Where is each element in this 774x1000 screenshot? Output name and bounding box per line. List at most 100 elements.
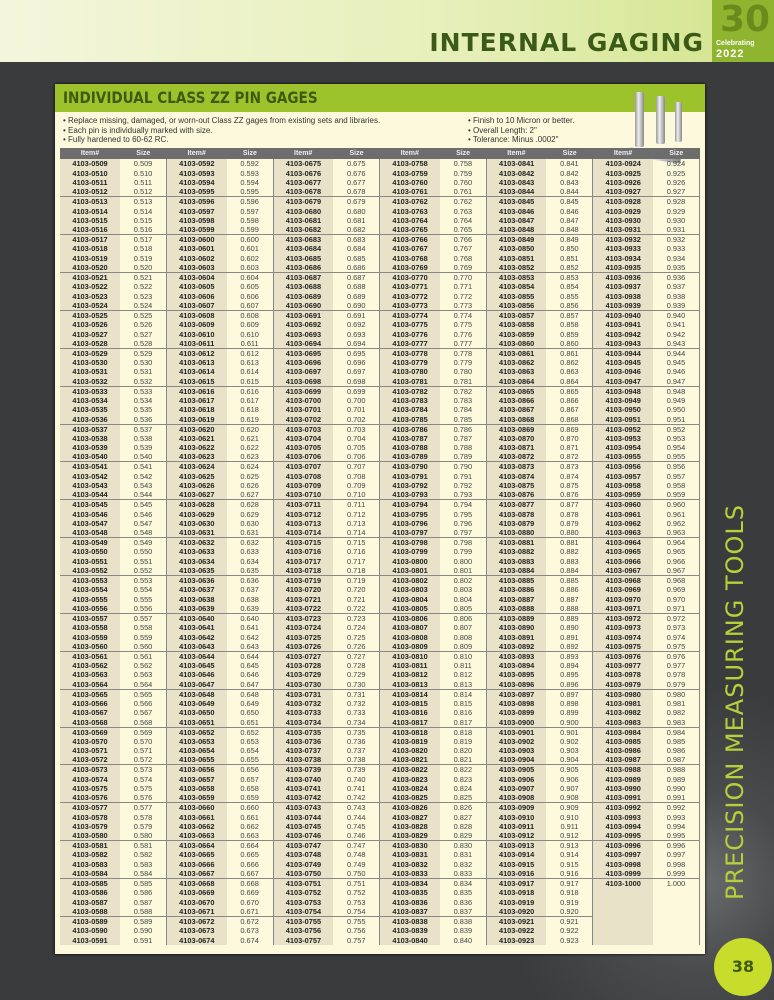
- size-cell: 0.941: [652, 319, 701, 330]
- size-cell: 0.770: [439, 272, 487, 283]
- bullet: Finish to 10 Micron or better.: [468, 116, 574, 126]
- size-cell: 0.902: [546, 736, 594, 746]
- item-number-cell: 4103-0984: [592, 726, 653, 737]
- table-row: 4103-0542 0.542 4103-0625 0.625 4103-0708 0.7…: [60, 471, 701, 481]
- size-cell: 0.697: [333, 367, 381, 377]
- size-cell: 0.620: [226, 423, 274, 434]
- item-number-cell: 4103-0883: [486, 556, 547, 567]
- item-number-cell: 4103-0961: [592, 509, 653, 519]
- size-cell: 0.763: [439, 206, 487, 216]
- size-cell: 0.522: [120, 282, 168, 292]
- item-number-cell: 4103-0772: [379, 291, 440, 301]
- item-number-cell: 4103-0678: [273, 187, 334, 197]
- size-cell: 0.746: [333, 831, 381, 841]
- item-number-cell: 4103-0546: [60, 509, 120, 519]
- item-number-cell: 4103-0818: [379, 726, 440, 737]
- size-cell: 0.930: [652, 215, 701, 226]
- size-cell: 0.600: [226, 234, 274, 245]
- item-number-cell: 4103-0712: [273, 509, 334, 519]
- item-number-cell: 4103-0910: [486, 812, 547, 822]
- item-number-cell: 4103-0989: [592, 774, 653, 784]
- item-number-cell: 4103-0786: [379, 423, 440, 434]
- size-cell: 0.519: [120, 253, 168, 264]
- size-cell: 0.634: [226, 556, 274, 567]
- item-number-cell: 4103-0959: [592, 490, 653, 500]
- size-cell: 0.844: [546, 187, 594, 197]
- item-number-cell: 4103-0787: [379, 433, 440, 443]
- item-number-cell: 4103-0915: [486, 859, 547, 870]
- size-cell: 0.868: [546, 414, 594, 425]
- item-number-cell: 4103-0951: [592, 414, 653, 425]
- size-cell: 0.628: [226, 499, 274, 510]
- size-cell: 0.945: [652, 357, 701, 368]
- size-cell: 0.691: [333, 309, 381, 320]
- item-number-cell: 4103-0729: [273, 670, 334, 680]
- size-cell: 0.858: [546, 319, 594, 330]
- size-cell: 0.814: [439, 688, 487, 699]
- item-number-cell: 4103-0701: [273, 405, 334, 415]
- bullets-left: Replace missing, damaged, or worn-out Cl…: [63, 116, 380, 145]
- size-cell: 0.629: [226, 509, 274, 519]
- size-cell: 0.543: [120, 480, 168, 491]
- item-number-cell: 4103-0846: [486, 206, 547, 216]
- size-cell: 0.834: [439, 878, 487, 889]
- item-number-cell: 4103-0726: [273, 641, 334, 652]
- item-number-cell: 4103-0527: [60, 329, 120, 339]
- table-row: 4103-0578 0.578 4103-0661 0.661 4103-0744 0.7…: [60, 812, 701, 822]
- item-number-cell: 4103-0737: [273, 746, 334, 756]
- size-cell: 0.914: [546, 850, 594, 860]
- size-cell: 0.622: [226, 443, 274, 453]
- item-number-cell: 4103-0541: [60, 461, 120, 472]
- column-header-size: Size: [226, 148, 274, 159]
- size-cell: 0.517: [120, 234, 168, 245]
- item-number-cell: 4103-0658: [166, 783, 227, 794]
- table-row: 4103-0527 0.527 4103-0610 0.610 4103-0693 0.6…: [60, 329, 701, 339]
- size-cell: 0.700: [333, 395, 381, 406]
- size-cell: 0.717: [333, 556, 381, 567]
- table-row: 4103-0554 0.554 4103-0637 0.637 4103-0720 0.7…: [60, 585, 701, 595]
- size-cell: 0.973: [652, 622, 701, 633]
- table-row: 4103-0550 0.550 4103-0633 0.633 4103-0716 0.7…: [60, 547, 701, 557]
- size-cell: 0.879: [546, 518, 594, 529]
- size-cell: 0.667: [226, 869, 274, 879]
- size-cell: 0.775: [439, 319, 487, 330]
- table-row: 4103-0582 0.582 4103-0665 0.665 4103-0748 0.7…: [60, 850, 701, 860]
- size-cell: 0.909: [546, 802, 594, 813]
- table-row: 4103-0521 0.521 4103-0604 0.604 4103-0687 0.6…: [60, 272, 701, 283]
- column-header-item: Item#: [379, 148, 440, 159]
- size-cell: 0.752: [333, 888, 381, 898]
- size-cell: 0.950: [652, 405, 701, 415]
- size-cell: 0.823: [439, 774, 487, 784]
- table-row: 4103-0553 0.553 4103-0636 0.636 4103-0719 0.7…: [60, 575, 701, 586]
- item-number-cell: 4103-0991: [592, 793, 653, 803]
- item-number-cell: 4103-0824: [379, 783, 440, 794]
- column-header-item: Item#: [60, 148, 120, 159]
- size-cell: 0.908: [546, 793, 594, 803]
- item-number-cell: 4103-0841: [486, 159, 547, 169]
- item-number-cell: 4103-0871: [486, 443, 547, 453]
- item-number-cell: 4103-0696: [273, 357, 334, 368]
- item-number-cell: 4103-0632: [166, 537, 227, 548]
- size-cell: 0.988: [652, 764, 701, 775]
- size-cell: 0.591: [120, 935, 168, 945]
- size-cell: 0.857: [546, 309, 594, 320]
- size-cell: 0.678: [333, 187, 381, 197]
- pin-gages-image: [625, 92, 705, 184]
- item-number-cell: 4103-0721: [273, 594, 334, 604]
- page-title: INTERNAL GAGING: [429, 28, 704, 57]
- item-number-cell: 4103-0620: [166, 423, 227, 434]
- size-cell: 0.974: [652, 632, 701, 642]
- item-number-cell: 4103-0531: [60, 367, 120, 377]
- size-cell: 0.780: [439, 367, 487, 377]
- bullets-right: Finish to 10 Micron or better. Overall L…: [468, 116, 575, 145]
- item-number-cell: 4103-0803: [379, 585, 440, 595]
- item-number-cell: 4103-0647: [166, 679, 227, 690]
- size-cell: 0.960: [652, 499, 701, 510]
- item-number-cell: 4103-0552: [60, 566, 120, 576]
- item-number-cell: 4103-0962: [592, 518, 653, 529]
- item-number-cell: 4103-0744: [273, 812, 334, 822]
- pin-gage-table: Item# Size Item# Size Item# Size Item# Size Item…: [60, 148, 701, 945]
- size-cell: 0.835: [439, 888, 487, 898]
- item-number-cell: 4103-0985: [592, 736, 653, 746]
- item-number-cell: 4103-0687: [273, 272, 334, 283]
